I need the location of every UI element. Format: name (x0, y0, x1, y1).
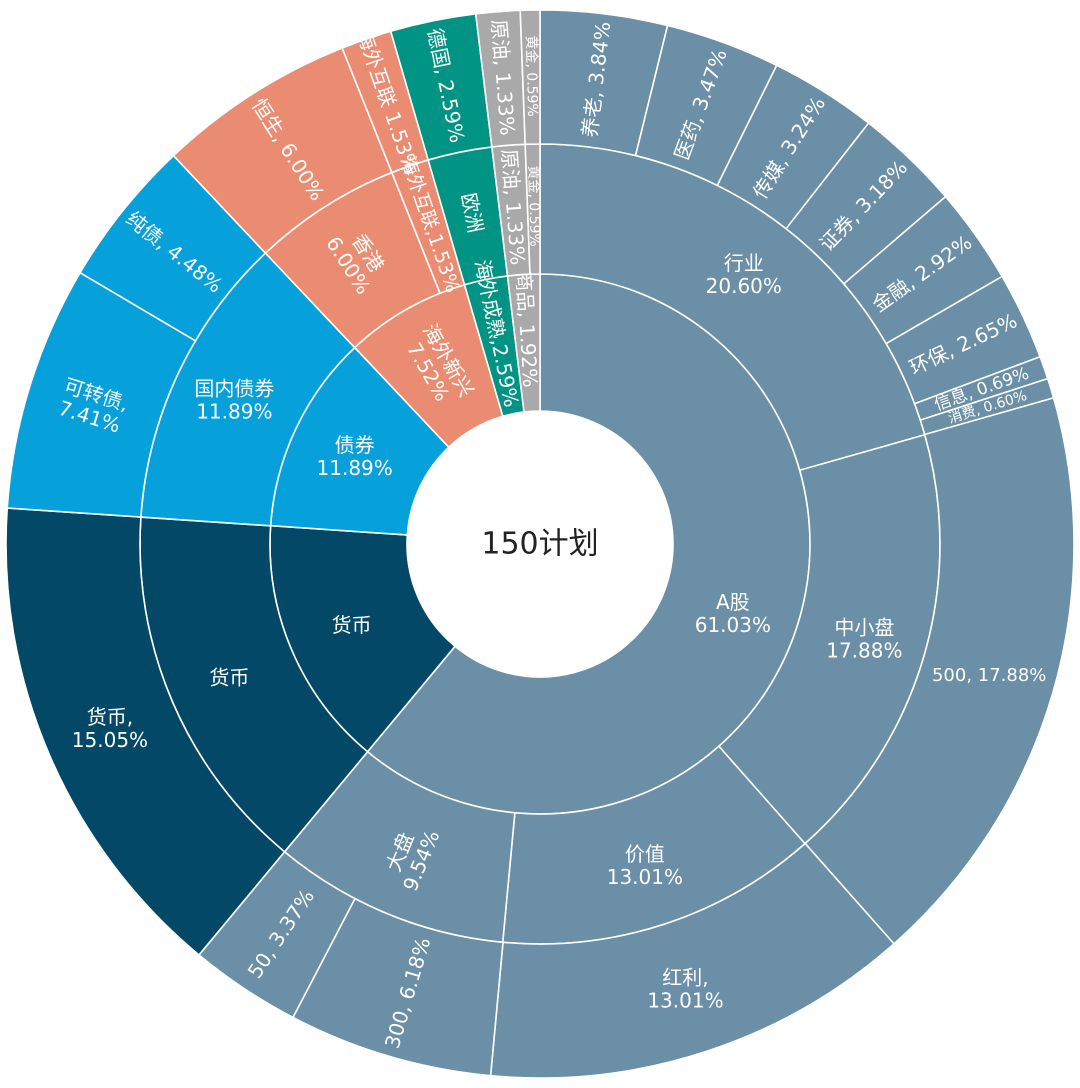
middle-label-seg-2-: 价值 13.01% (607, 842, 683, 889)
outer-label-seg-9-: 红利, 13.01% (647, 965, 723, 1012)
middle-label-seg-1-: 中小盘 17.88% (826, 616, 902, 663)
inner-label-seg-2-: 债券 11.89% (317, 433, 393, 480)
middle-label-seg-10-: 黄金, 0.59% (525, 165, 544, 247)
inner-label-seg-1-: 货币 (332, 613, 372, 637)
outer-ring-seg-19- (519, 9, 541, 146)
center-hole (407, 411, 673, 677)
outer-label-seg-19-: 黄金, 0.59% (523, 35, 542, 117)
outer-label-seg-8-500: 500, 17.88% (932, 665, 1046, 686)
center-label: 150计划 (481, 527, 598, 562)
outer-ring-seg-8-500 (804, 396, 1075, 945)
middle-label-seg-5-: 国内债券 11.89% (194, 376, 274, 423)
middle-label-seg-4-: 货币 (209, 665, 249, 689)
outer-label-seg-12-: 货币, 15.05% (72, 705, 148, 752)
middle-label-seg-0-: 行业 20.60% (706, 251, 782, 298)
rings-layer (5, 9, 1075, 1079)
inner-label-seg-0-a: A股 61.03% (695, 590, 771, 637)
